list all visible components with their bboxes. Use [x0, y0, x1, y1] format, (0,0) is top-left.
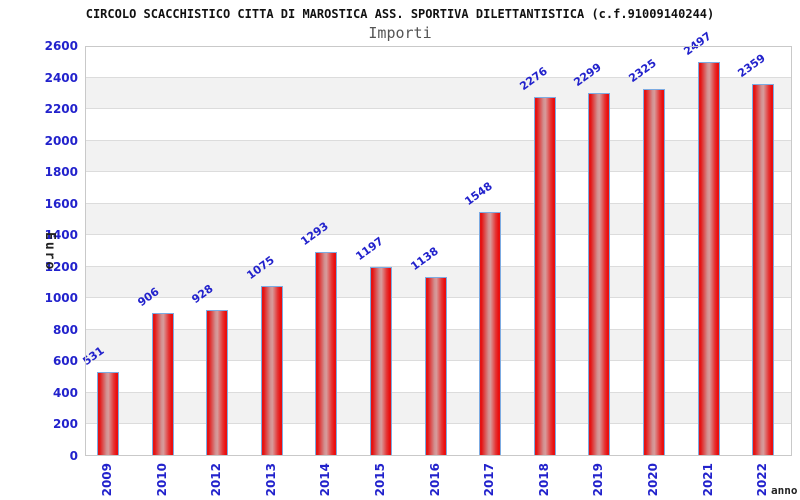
bar-2019 [588, 93, 610, 456]
background-band [85, 203, 792, 236]
x-tick-label-2013: 2013 [264, 463, 278, 497]
y-axis-title: Euro [42, 232, 57, 272]
bar-2021 [698, 62, 720, 456]
background-band [85, 77, 792, 110]
x-tick-label-2022: 2022 [755, 463, 769, 497]
gridline [85, 266, 792, 267]
background-band [85, 172, 792, 204]
gridline [85, 203, 792, 204]
plot-area: 531 906 928 1075 1293 1197 1138 1548 2276 2299 232… [80, 29, 792, 456]
x-tick-label-2018: 2018 [537, 463, 551, 497]
bar-2022 [752, 84, 774, 456]
bar-2014 [315, 252, 337, 456]
y-tick-label: 1800 [44, 165, 78, 179]
bar-2020 [643, 89, 665, 456]
background-band [85, 46, 792, 78]
y-tick-label: 800 [52, 323, 78, 337]
chart-subtitle: Importi [368, 24, 432, 42]
gridline [85, 171, 792, 172]
x-tick-label-2017: 2017 [482, 463, 496, 497]
bar-2017 [479, 212, 501, 456]
gridline [85, 77, 792, 78]
background-band [85, 140, 792, 173]
y-tick-label: 1600 [44, 197, 78, 211]
y-tick-label: 0 [69, 449, 78, 463]
x-axis-title: anno [771, 484, 798, 497]
bar-2018 [534, 97, 556, 456]
y-tick-label: 2400 [44, 71, 78, 85]
y-tick-label: 2600 [44, 39, 78, 53]
bar-2012 [206, 310, 228, 456]
y-tick-label: 600 [52, 354, 78, 368]
x-tick-label-2021: 2021 [701, 463, 715, 497]
y-tick-label: 400 [52, 386, 78, 400]
background-band [85, 109, 792, 141]
x-tick-label-2016: 2016 [428, 463, 442, 497]
gridline [85, 108, 792, 109]
gridline [85, 234, 792, 235]
bar-2013 [261, 286, 283, 456]
x-tick-label-2020: 2020 [646, 463, 660, 497]
bar-2009 [97, 372, 119, 456]
x-tick-label-2019: 2019 [591, 463, 605, 497]
y-tick-label: 1400 [44, 228, 78, 242]
gridline [85, 140, 792, 141]
x-tick-label-2014: 2014 [318, 463, 332, 497]
y-tick-label: 200 [52, 417, 78, 431]
bar-2016 [425, 277, 447, 456]
x-tick-label-2010: 2010 [155, 463, 169, 497]
bar-2015 [370, 267, 392, 456]
bar-2010 [152, 313, 174, 456]
x-tick-label-2009: 2009 [100, 463, 114, 497]
x-tick-label-2012: 2012 [209, 463, 223, 497]
background-band [85, 235, 792, 267]
chart-title: CIRCOLO SCACCHISTICO CITTA DI MAROSTICA … [85, 7, 715, 21]
y-tick-label: 2200 [44, 102, 78, 116]
x-tick-label-2015: 2015 [373, 463, 387, 497]
y-tick-label: 1200 [44, 260, 78, 274]
y-tick-label: 1000 [44, 291, 78, 305]
y-tick-label: 2000 [44, 134, 78, 148]
